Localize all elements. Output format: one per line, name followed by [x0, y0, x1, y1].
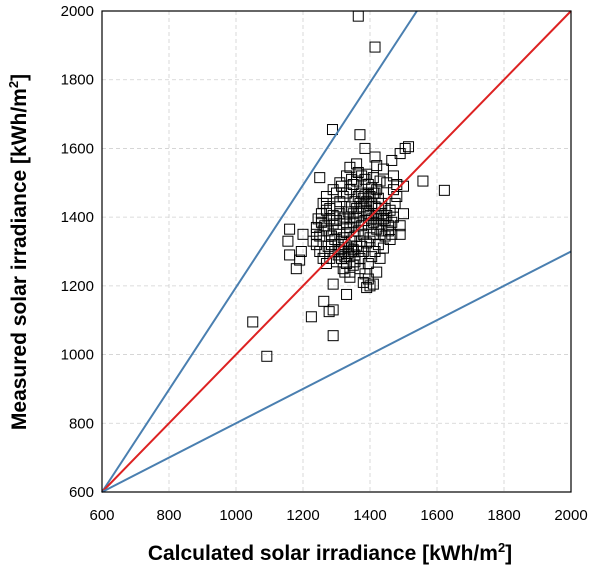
data-point [294, 254, 306, 266]
data-point [327, 184, 339, 196]
data-point [371, 160, 383, 172]
data-point [295, 246, 307, 257]
y-tick-labels: 600 800 1000 1200 1400 1600 1800 2000 [61, 3, 94, 501]
data-point [351, 240, 363, 252]
reference-lines [101, 10, 572, 493]
data-point [334, 244, 346, 256]
data-point [394, 220, 406, 232]
data-point [247, 316, 259, 328]
y-tick-label: 1600 [61, 140, 94, 157]
data-point [336, 180, 348, 192]
data-point [337, 246, 349, 257]
data-point [357, 192, 369, 204]
data-point [314, 230, 326, 242]
data-point [372, 239, 384, 251]
data-point [327, 304, 339, 316]
data-point [387, 211, 399, 223]
data-point [374, 175, 386, 187]
data-point [357, 228, 369, 240]
data-point [320, 191, 332, 203]
data-point [346, 173, 358, 185]
data-point [352, 166, 364, 178]
y-tick-label: 1000 [61, 347, 94, 364]
y-tick-label: 600 [69, 484, 94, 501]
x-tick-label: 800 [156, 507, 181, 524]
x-tick-label: 1200 [286, 507, 319, 524]
x-tick-label: 1400 [353, 507, 386, 524]
data-point [386, 154, 398, 166]
data-point [314, 172, 326, 184]
x-tick-label: 600 [89, 507, 114, 524]
data-point [438, 184, 450, 196]
data-point [403, 141, 415, 153]
data-point [261, 350, 273, 362]
x-axis-title: Calculated solar irradiance [kWh/m2] [148, 540, 512, 565]
data-point [387, 170, 399, 182]
data-point [352, 10, 364, 22]
data-point [297, 228, 309, 240]
data-point [351, 158, 363, 170]
data-point [369, 151, 381, 163]
data-point [364, 280, 376, 292]
data-point [369, 41, 381, 53]
data-point [364, 209, 376, 221]
y-tick-label: 800 [69, 415, 94, 432]
data-point [314, 246, 326, 257]
data-point [315, 216, 327, 228]
data-point [305, 311, 317, 323]
data-point [310, 239, 322, 251]
data-point [362, 258, 374, 270]
x-tick-labels: 600 800 1000 1200 1400 1600 1800 2000 [89, 507, 587, 524]
plot-frame [101, 10, 572, 493]
y-axis-title: Measured solar irradiance [kWh/m2] [6, 74, 31, 430]
data-point [354, 129, 366, 141]
data-point [284, 223, 296, 235]
data-point [361, 168, 373, 180]
data-point [369, 246, 381, 257]
data-point [417, 175, 429, 187]
data-point [320, 197, 332, 209]
data-point [284, 249, 296, 261]
data-point [327, 209, 339, 221]
data-point [389, 197, 401, 209]
data-point [324, 252, 336, 264]
data-point [371, 213, 383, 225]
data-point [349, 256, 361, 268]
reference-line [101, 10, 572, 493]
x-tick-label: 1600 [420, 507, 453, 524]
y-tick-label: 1200 [61, 278, 94, 295]
data-point [357, 276, 369, 288]
data-point [386, 228, 398, 240]
data-point [367, 216, 379, 228]
y-tick-label: 1400 [61, 209, 94, 226]
data-point [323, 306, 335, 318]
x-tick-label: 2000 [554, 507, 587, 524]
reference-line [101, 250, 572, 493]
data-point [318, 295, 330, 307]
reference-line [101, 10, 418, 493]
data-point [341, 258, 353, 270]
data-point [394, 148, 406, 160]
data-point [387, 184, 399, 196]
data-points [247, 10, 450, 362]
data-point [290, 263, 302, 275]
data-point [377, 163, 389, 175]
data-point [371, 266, 383, 278]
y-tick-label: 1800 [61, 72, 94, 89]
data-point [282, 235, 294, 247]
data-point [341, 288, 353, 300]
data-point [327, 330, 339, 342]
x-tick-label: 1000 [219, 507, 252, 524]
data-point [391, 191, 403, 203]
data-point [381, 177, 393, 189]
x-tick-label: 1800 [487, 507, 520, 524]
data-point [327, 278, 339, 290]
data-point [367, 172, 379, 184]
data-point [339, 266, 351, 278]
data-point [359, 142, 371, 154]
data-point [326, 124, 338, 136]
y-tick-label: 2000 [61, 3, 94, 20]
